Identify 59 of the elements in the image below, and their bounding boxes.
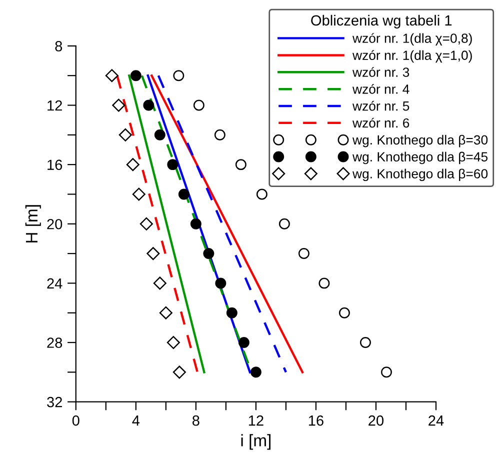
point: [338, 307, 350, 318]
point: [238, 337, 250, 348]
point: [318, 278, 330, 289]
x-tick-label: 8: [192, 415, 200, 426]
legend-label: wzór nr. 6: [352, 118, 410, 128]
point: [118, 128, 132, 142]
y-tick-label: 32: [47, 396, 62, 408]
point: [214, 129, 226, 140]
x-axis-title: i [m]: [241, 434, 270, 450]
point: [146, 247, 160, 260]
point: [298, 248, 310, 260]
point: [166, 336, 180, 350]
point: [172, 366, 186, 379]
y-tick-label: 28: [47, 338, 62, 348]
point: [256, 188, 268, 200]
point: [154, 129, 166, 140]
point: [167, 159, 178, 170]
point: [132, 188, 146, 201]
point: [215, 278, 226, 289]
x-tick-label: 12: [248, 415, 264, 426]
x-tick-label: 16: [308, 415, 324, 426]
point: [153, 276, 166, 290]
point: [105, 69, 118, 82]
y-tick-label: 20: [47, 218, 62, 230]
point: [126, 158, 140, 172]
point: [159, 306, 172, 320]
legend-label: wzór nr. 5: [352, 100, 410, 111]
point: [143, 100, 154, 111]
legend-label: wzór nr. 4: [352, 84, 410, 94]
point: [173, 70, 184, 82]
legend-label: wzór nr. 3: [352, 67, 410, 77]
legend-label: wg. Knothego dla β=60: [352, 168, 488, 182]
x-tick-label: 24: [428, 415, 444, 426]
point: [130, 70, 142, 82]
point: [112, 98, 126, 112]
point: [278, 218, 290, 230]
x-tick-label: 4: [132, 416, 140, 426]
legend-title: Obliczenia wg tabeli 1: [311, 14, 452, 28]
point: [190, 218, 202, 230]
y-tick-label: 16: [48, 160, 62, 170]
x-tick-label: 20: [368, 415, 384, 426]
point: [250, 366, 262, 378]
y-tick-label: 12: [48, 100, 62, 111]
point: [178, 188, 190, 200]
legend-label: wzór nr. 1(dla χ=1,0): [352, 50, 472, 63]
point: [360, 337, 371, 348]
point: [203, 248, 214, 260]
point: [380, 366, 392, 378]
point: [193, 100, 204, 111]
point: [226, 307, 238, 318]
y-axis-title: H [m]: [25, 205, 41, 242]
point: [140, 217, 153, 230]
y-tick-label: 24: [47, 278, 62, 288]
y-tick-label: 8: [55, 41, 62, 52]
point: [235, 159, 246, 170]
legend-label: wg. Knothego dla β=45: [352, 152, 488, 164]
legend-label: wzór nr. 1(dla χ=0,8): [352, 33, 472, 46]
x-tick-label: 0: [72, 415, 80, 426]
legend-label: wg. Knothego dla β=30: [352, 134, 488, 148]
